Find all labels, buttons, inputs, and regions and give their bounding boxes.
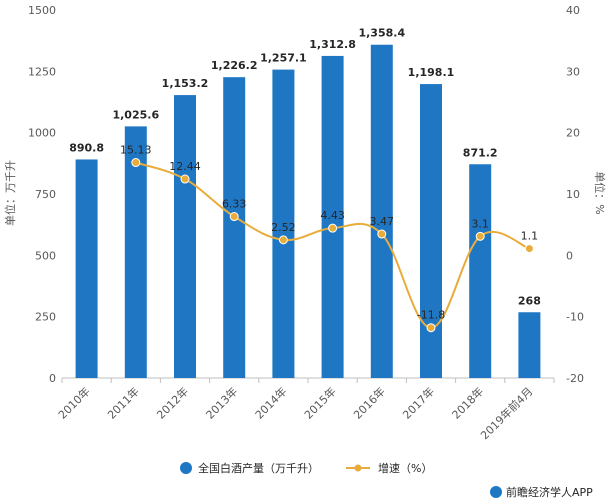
growth-value-label: -11.8 [417,309,445,322]
legend-line-label: 增速（%） [378,461,432,475]
legend: 全国白酒产量（万千升） 增速（%） [180,461,432,475]
y-tick-label: 750 [35,188,56,201]
y2-tick-label: -20 [566,372,584,385]
growth-point [328,223,338,233]
y-tick-label: 1500 [28,4,56,17]
bar-value-label: 871.2 [463,146,498,159]
x-tick-label: 2014年 [252,384,289,421]
growth-point [377,229,387,239]
x-tick-label: 2010年 [55,384,92,421]
growth-value-label: 2.52 [271,221,296,234]
bar [469,164,492,378]
growth-value-label: 6.33 [222,198,247,211]
growth-point [524,244,534,254]
bar-value-label: 1,226.2 [211,59,258,72]
growth-value-label: 12.44 [169,160,201,173]
bar-value-label: 1,153.2 [162,77,209,90]
growth-value-label: 4.43 [320,209,345,222]
y-tick-label: 0 [49,372,56,385]
legend-bar-marker [180,462,192,474]
y2-axis-title: 单位：% [593,171,607,214]
y2-tick-label: 40 [566,4,580,17]
growth-point [180,174,190,184]
y2-tick-label: 10 [566,188,580,201]
y-axis-title: 单位：万千升 [3,160,17,226]
x-tick-label: 2012年 [154,384,191,421]
labels-layer: 890.8 1,025.6 1,153.21,226.21,257.11,312.8… [69,27,541,322]
bar [420,84,442,378]
growth-value-label: 3.47 [370,215,395,228]
growth-point [278,235,288,245]
x-tick-label: 2013年 [203,384,240,421]
bar [370,44,393,379]
bar [321,55,344,379]
bar-value-label: 1,025.6 [112,108,159,121]
bar-value-label: 890.8 [69,141,104,154]
y2-tick-label: 0 [566,249,573,262]
growth-point [426,323,436,333]
bar [223,77,246,378]
bar [174,95,196,378]
bar-value-label: 1,358.4 [358,27,405,40]
bar-value-label: 1,257.1 [260,52,307,65]
y-tick-label: 1250 [28,65,56,78]
bar-value-label: 268 [518,294,541,307]
growth-point [131,158,141,168]
axes-layer: 0 250 500 750 1000 1250 1500 -20 -10 0 10 20 30 40 201… [28,4,584,442]
bar [518,312,541,378]
legend-bar-label: 全国白酒产量（万千升） [198,461,319,475]
y2-tick-label: -10 [566,311,584,324]
bar [272,69,295,379]
bar [124,126,147,378]
growth-point [229,212,239,222]
growth-value-label: 3.1 [471,217,489,230]
y-tick-label: 1000 [28,127,56,140]
bars-layer [75,44,541,379]
source-text: 前瞻经济学人APP [506,485,593,499]
x-tick-label: 2015年 [301,384,338,421]
y-tick-label: 250 [35,311,56,324]
bar-value-label: 1,198.1 [408,66,455,79]
source-logo-icon [490,486,502,498]
source-credit: 前瞻经济学人APP [490,485,593,499]
legend-line-dot [354,464,362,472]
x-tick-label: 2018年 [449,384,486,421]
x-tick-label: 2016年 [350,384,387,421]
growth-line [135,161,530,329]
growth-point [475,231,485,241]
x-tick-label: 2011年 [104,384,141,421]
x-tick-label: 2017年 [400,384,437,421]
x-tick-label: 2019年前4月 [478,384,536,442]
y-tick-label: 500 [35,249,56,262]
y2-tick-label: 30 [566,65,580,78]
growth-value-label: 1.1 [521,230,539,243]
y2-tick-label: 20 [566,127,580,140]
line-layer [131,158,534,333]
bar-value-label: 1,312.8 [309,38,356,51]
bar [75,159,98,378]
growth-value-label: 15.13 [120,144,152,157]
